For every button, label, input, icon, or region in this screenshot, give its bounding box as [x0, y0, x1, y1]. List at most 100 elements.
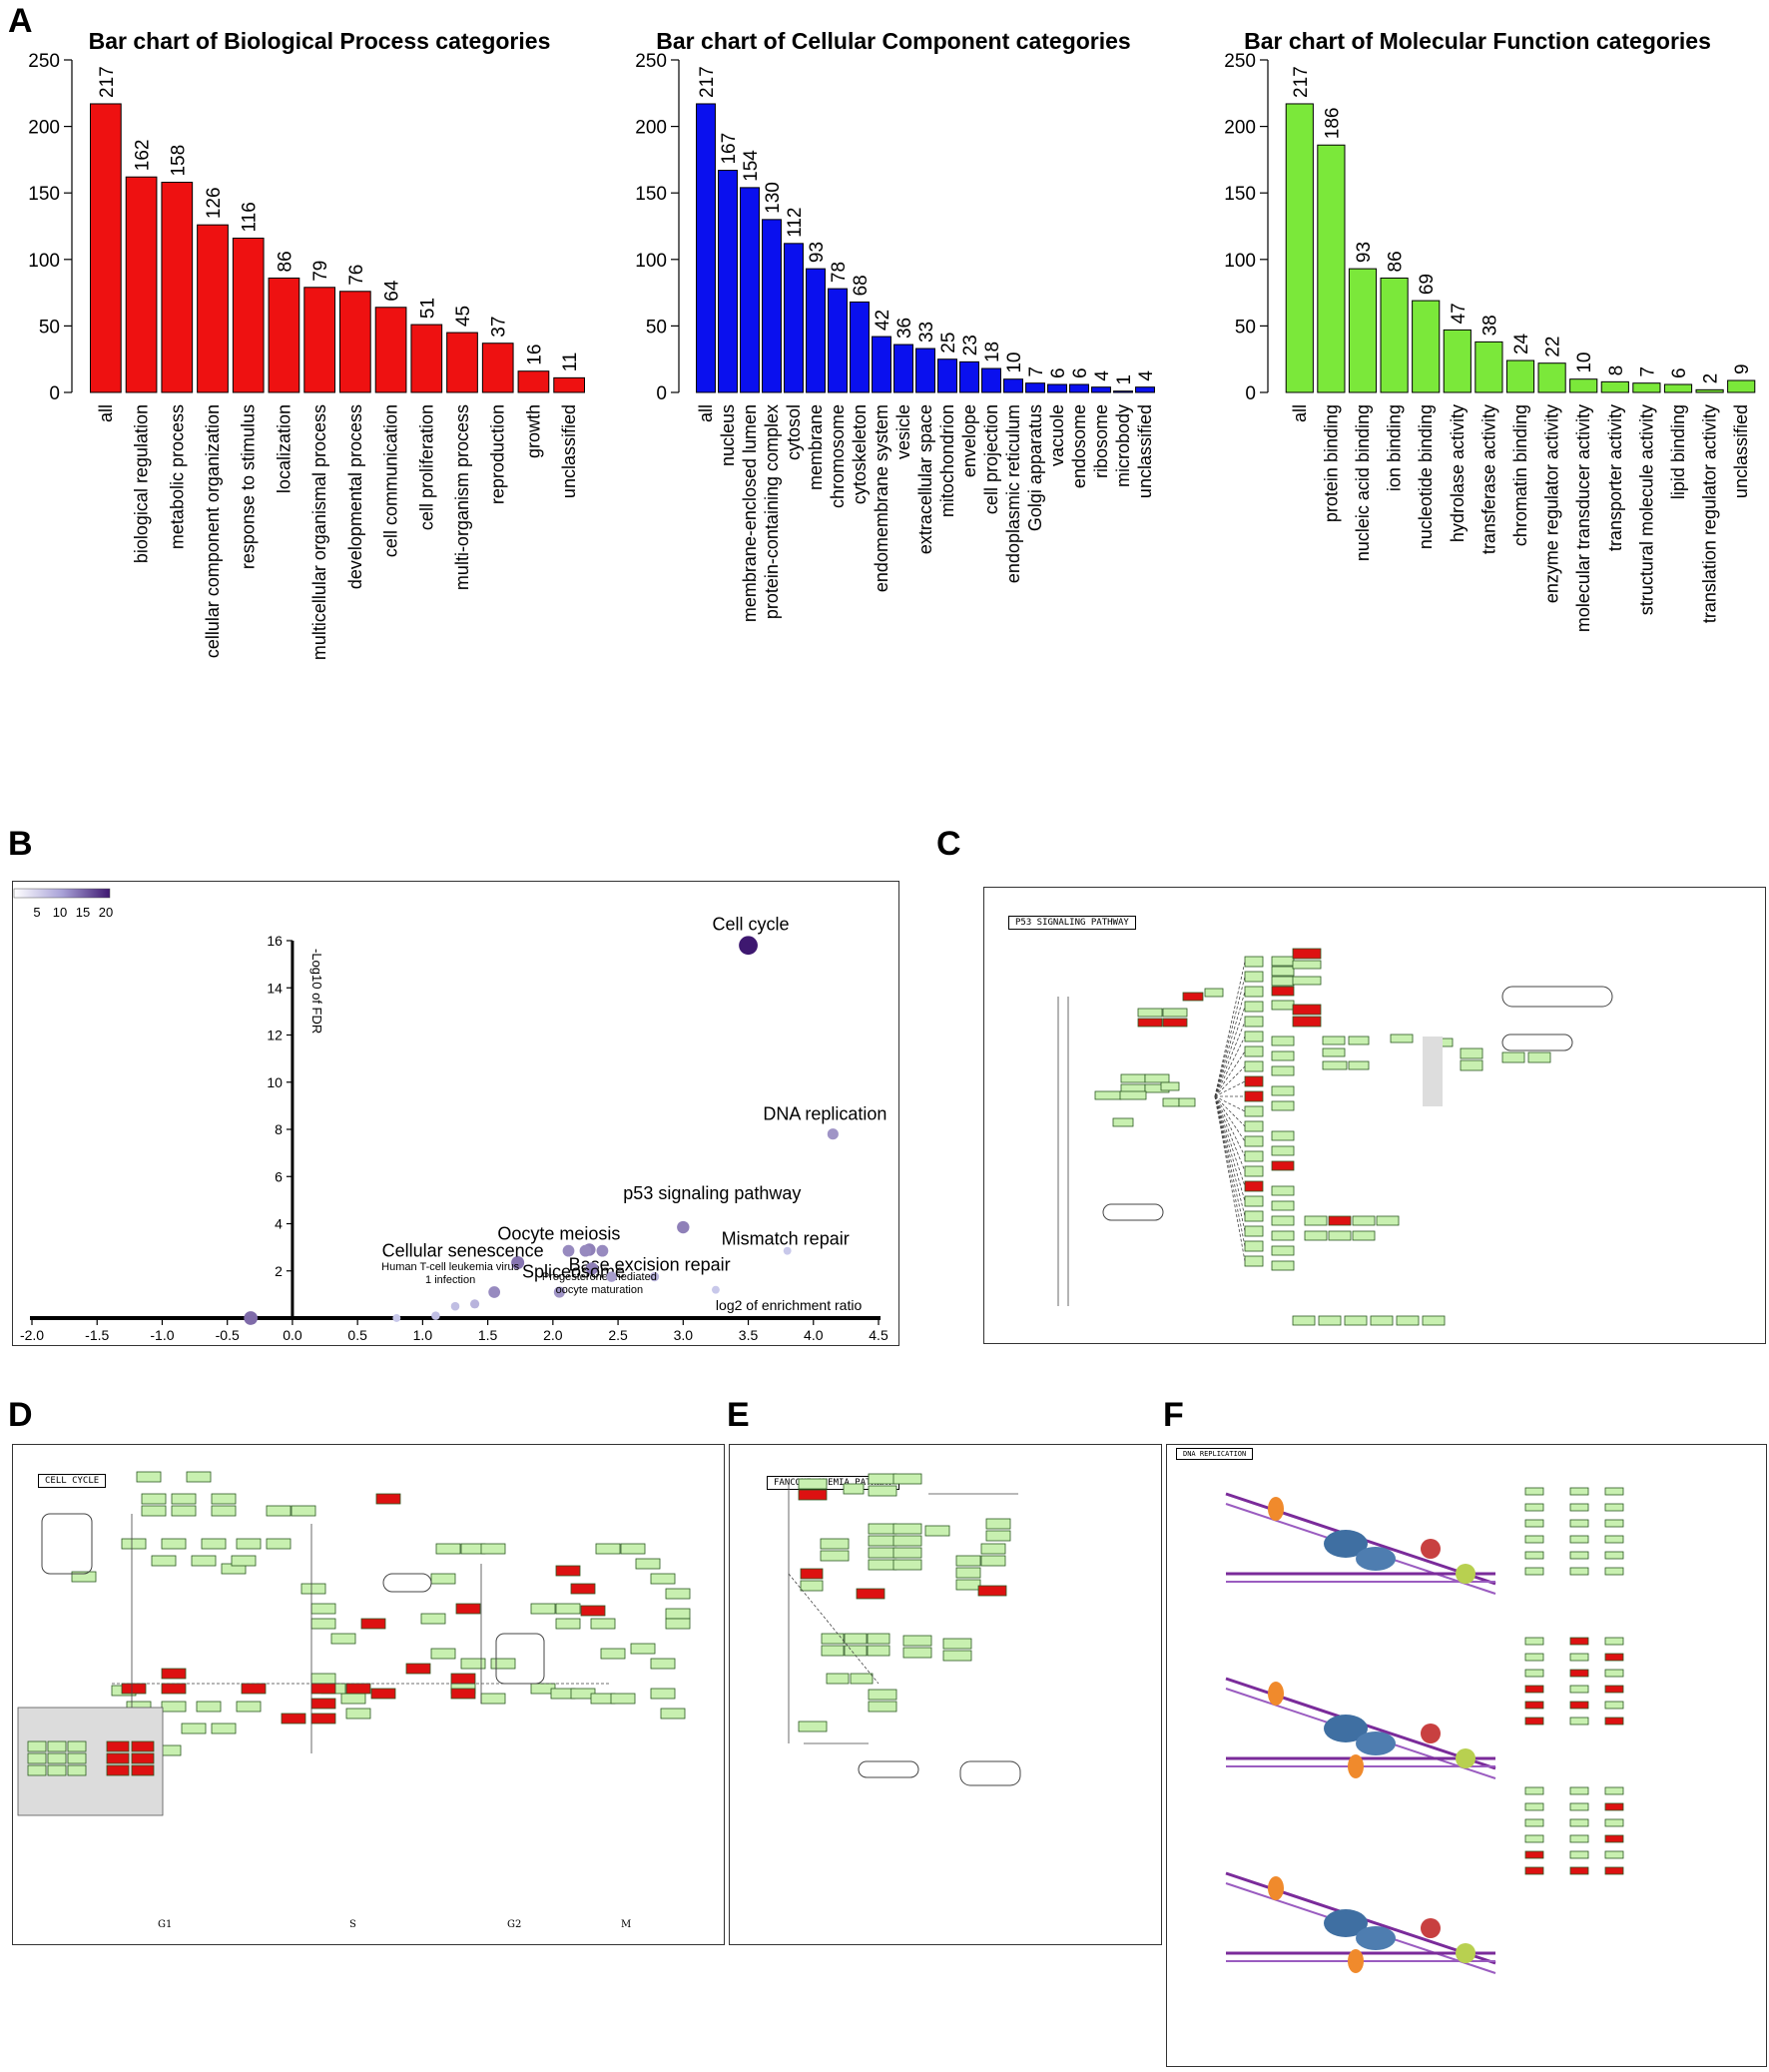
- process-node: [858, 1760, 919, 1778]
- bar-value-label: 36: [894, 318, 915, 339]
- gene-node-highlighted: [1137, 1018, 1163, 1028]
- bar-value-label: 23: [960, 335, 981, 355]
- bar: [517, 370, 550, 393]
- gene-node: [1119, 1090, 1147, 1100]
- dna-replication-diagram: [1225, 1487, 1624, 1974]
- gene-node-highlighted: [1244, 1180, 1264, 1192]
- gene-node: [902, 1635, 932, 1647]
- gene-node: [310, 1603, 336, 1615]
- bar-value-label: 6: [1070, 367, 1091, 378]
- bar: [1727, 379, 1756, 393]
- gene-node: [892, 1547, 922, 1559]
- data-point-label: Cellular senescence: [382, 1240, 544, 1260]
- gene-node: [1604, 1567, 1624, 1576]
- bar-value-label: 78: [829, 262, 850, 283]
- y-tick-label: 16: [267, 933, 283, 949]
- process-node: [1102, 1203, 1164, 1221]
- gene-node: [211, 1505, 237, 1517]
- gene-node: [1304, 1230, 1328, 1241]
- bar: [1632, 382, 1661, 393]
- bar: [762, 219, 782, 393]
- gene-node: [1244, 1045, 1264, 1057]
- process-node: [382, 1573, 432, 1593]
- gene-node: [1352, 1215, 1376, 1226]
- gene-node: [868, 1559, 897, 1571]
- gene-node: [1244, 956, 1264, 968]
- gene-node: [1524, 1834, 1544, 1843]
- bar-value-label: 25: [938, 333, 959, 353]
- gene-node: [1569, 1551, 1589, 1560]
- x-tick-label: mitochondrion: [937, 404, 957, 517]
- bar: [696, 103, 716, 393]
- x-tick-label: developmental process: [345, 404, 365, 589]
- x-tick-label: endosome: [1069, 404, 1089, 488]
- x-tick-label: cell projection: [981, 404, 1001, 514]
- bar: [1380, 277, 1409, 393]
- bar: [1047, 383, 1067, 393]
- x-tick-label: hydrolase activity: [1448, 404, 1468, 542]
- gene-node: [1244, 1150, 1264, 1162]
- gene-node: [1322, 1060, 1348, 1070]
- gene-node-highlighted: [1604, 1653, 1624, 1662]
- gene-node: [530, 1603, 556, 1615]
- gene-node: [1244, 1135, 1264, 1147]
- x-tick-label: vesicle: [893, 404, 913, 459]
- gene-node: [1569, 1519, 1589, 1528]
- data-point: [827, 1128, 839, 1140]
- x-tick-label: multi-organism process: [452, 404, 472, 590]
- gene-node: [1604, 1551, 1624, 1560]
- gene-node: [171, 1493, 197, 1505]
- gene-node: [610, 1693, 636, 1705]
- bar: [850, 301, 870, 393]
- bar: [90, 103, 122, 393]
- gene-node: [1292, 960, 1322, 970]
- gene-node: [1244, 1195, 1264, 1207]
- bar: [1135, 386, 1155, 393]
- process-node: [1501, 986, 1613, 1008]
- bar-value-label: 217: [697, 66, 718, 98]
- gene-node-highlighted: [1524, 1701, 1544, 1710]
- bar: [1474, 341, 1503, 393]
- data-point: [739, 936, 758, 956]
- gene-node: [985, 1530, 1011, 1542]
- x-tick-label: 2.0: [543, 1327, 563, 1343]
- bar-value-label: 4: [1136, 370, 1157, 381]
- y-tick-label: 10: [267, 1074, 283, 1090]
- gene-node: [1569, 1487, 1589, 1496]
- bar: [1348, 268, 1378, 393]
- bar: [1317, 144, 1346, 393]
- gene-node: [1271, 1130, 1295, 1141]
- bar-value-label: 51: [417, 298, 438, 319]
- gene-node: [868, 1689, 897, 1701]
- gene-node-highlighted: [1524, 1850, 1544, 1859]
- gene-node: [71, 1571, 97, 1583]
- gene-node: [665, 1588, 691, 1600]
- gene-node: [650, 1688, 676, 1700]
- bar: [893, 344, 913, 393]
- gene-node: [1376, 1215, 1400, 1226]
- gene-node: [1396, 1315, 1420, 1326]
- bar-value-label: 45: [453, 306, 474, 327]
- gene-node-highlighted: [1569, 1669, 1589, 1678]
- gene-node: [196, 1701, 222, 1713]
- bar: [981, 367, 1001, 393]
- gene-node-highlighted: [281, 1713, 306, 1725]
- bar-value-label: 47: [1449, 303, 1470, 324]
- gene-node: [1244, 1240, 1264, 1252]
- gene-node: [1524, 1786, 1544, 1795]
- p53-pathway-diagram: [1057, 948, 1613, 1326]
- gene-node: [1244, 1120, 1264, 1132]
- y-tick-label: 12: [267, 1028, 283, 1043]
- gene-node: [460, 1658, 486, 1670]
- y-tick-label: 0: [49, 383, 60, 404]
- gene-node: [798, 1721, 828, 1732]
- gene-node: [236, 1701, 262, 1713]
- gene-node-highlighted: [800, 1568, 824, 1580]
- bar-value-label: 64: [382, 280, 403, 302]
- legend-colorbar: [13, 888, 111, 899]
- gene-node: [1569, 1834, 1589, 1843]
- gene-node: [1271, 966, 1295, 977]
- bar-value-label: 217: [97, 66, 118, 98]
- gene-node: [1271, 1085, 1295, 1096]
- bar-value-label: 9: [1732, 363, 1753, 374]
